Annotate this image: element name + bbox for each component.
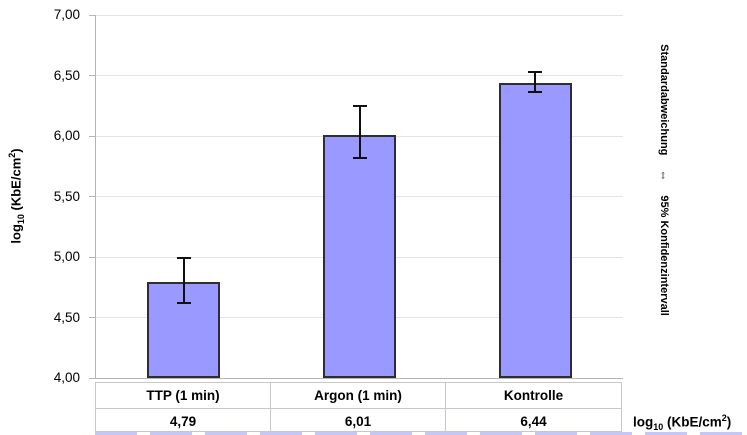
error-bar-bottom-cap (352, 156, 367, 159)
y-tick-label: 6,00 (53, 128, 80, 143)
category-label: Kontrolle (446, 383, 621, 409)
bar (498, 82, 572, 378)
y-tick-label: 4,50 (53, 309, 80, 325)
right-annotation: Standardabweichung ⇔ 95% Konfidenzinterv… (656, 24, 672, 336)
y-tick-label: 7,00 (53, 7, 80, 22)
y-tick-mark (89, 135, 95, 137)
error-bar (534, 71, 537, 93)
series-label-suffix: ) (726, 414, 732, 430)
double-arrow-icon: ⇔ (657, 169, 671, 182)
y-tick-mark (89, 196, 95, 197)
gridline (96, 75, 623, 76)
error-bar-top-cap (528, 70, 543, 73)
y-tick-label: 4,00 (53, 370, 80, 385)
bar (323, 134, 396, 378)
y-tick-label: 5,50 (53, 188, 80, 204)
series-label-mid: (KbE/cm (663, 414, 722, 430)
series-label: log10 (KbE/cm2) (633, 407, 747, 433)
y-tick-mark (89, 256, 95, 258)
y-tick-label: 5,00 (53, 249, 80, 264)
data-table: TTP (1 min) Argon (1 min) Kontrolle 4,79 6,0… (95, 382, 622, 433)
series-label-superscript: 2 (721, 413, 727, 423)
plot-area (89, 14, 623, 379)
error-bar-bottom-cap (528, 91, 543, 94)
value-label: 6,44 (520, 413, 547, 429)
bottom-strip (95, 432, 747, 435)
error-bar-top-cap (176, 257, 191, 260)
category-label: TTP (1 min) (96, 383, 271, 409)
y-axis-tick-labels: 7,00 6,50 6,00 5,50 5,00 4,50 4,00 (0, 7, 86, 385)
y-tick-mark (89, 14, 95, 16)
error-bar (358, 105, 361, 158)
value-label: 4,79 (96, 409, 271, 433)
series-label-subscript: 10 (653, 422, 664, 433)
gridline (96, 14, 623, 16)
error-bar-bottom-cap (176, 301, 191, 304)
category-label: Argon (1 min) (271, 383, 446, 409)
y-tick-mark (89, 377, 95, 379)
right-annotation-line1: Standardabweichung (658, 44, 670, 156)
y-tick-mark (89, 317, 95, 318)
right-annotation-line2: 95% Konfidenzintervall (658, 195, 670, 316)
y-tick-label: 6,50 (53, 67, 80, 83)
error-bar (182, 258, 185, 303)
y-tick-mark (89, 75, 95, 76)
value-label: 6,01 (271, 409, 446, 433)
series-label-text: log (633, 414, 654, 430)
error-bar-top-cap (352, 104, 367, 107)
